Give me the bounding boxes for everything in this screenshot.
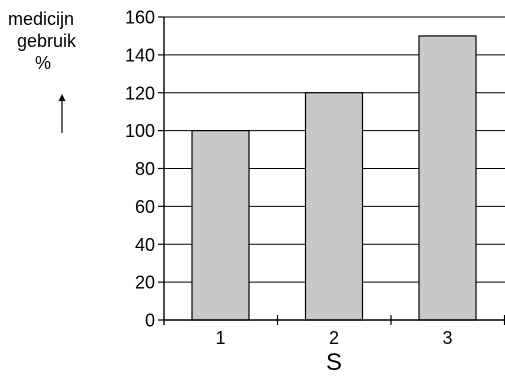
- y-tick-label: 160: [125, 8, 155, 28]
- x-tick-label: 3: [442, 328, 452, 348]
- x-tick-label: 1: [215, 328, 225, 348]
- y-tick-label: 40: [135, 235, 155, 255]
- tick-labels: 0 20 40 60 80 100 120 140 160 1 2 3 S: [125, 8, 453, 376]
- up-arrow-icon: [58, 94, 66, 133]
- y-tick-label: 60: [135, 197, 155, 217]
- bar-2: [304, 92, 364, 321]
- bar-3: [418, 35, 477, 321]
- axes: [158, 16, 505, 325]
- y-tick-label: 0: [145, 311, 155, 331]
- y-axis-label-line-3: %: [34, 53, 51, 73]
- bars: [191, 35, 477, 321]
- y-axis-label: medicijn gebruik %: [4, 8, 76, 74]
- y-axis-label-line-2: gebruik: [16, 31, 76, 51]
- x-tick-label: 2: [329, 328, 339, 348]
- y-axis-label-line-1: medicijn: [8, 9, 75, 29]
- y-tick-label: 20: [135, 273, 155, 293]
- y-tick-label: 100: [125, 121, 155, 141]
- y-tick-label: 80: [135, 159, 155, 179]
- x-axis-title: S: [326, 349, 342, 376]
- y-tick-label: 140: [125, 45, 155, 65]
- y-tick-label: 120: [125, 83, 155, 103]
- bar-1: [191, 130, 250, 321]
